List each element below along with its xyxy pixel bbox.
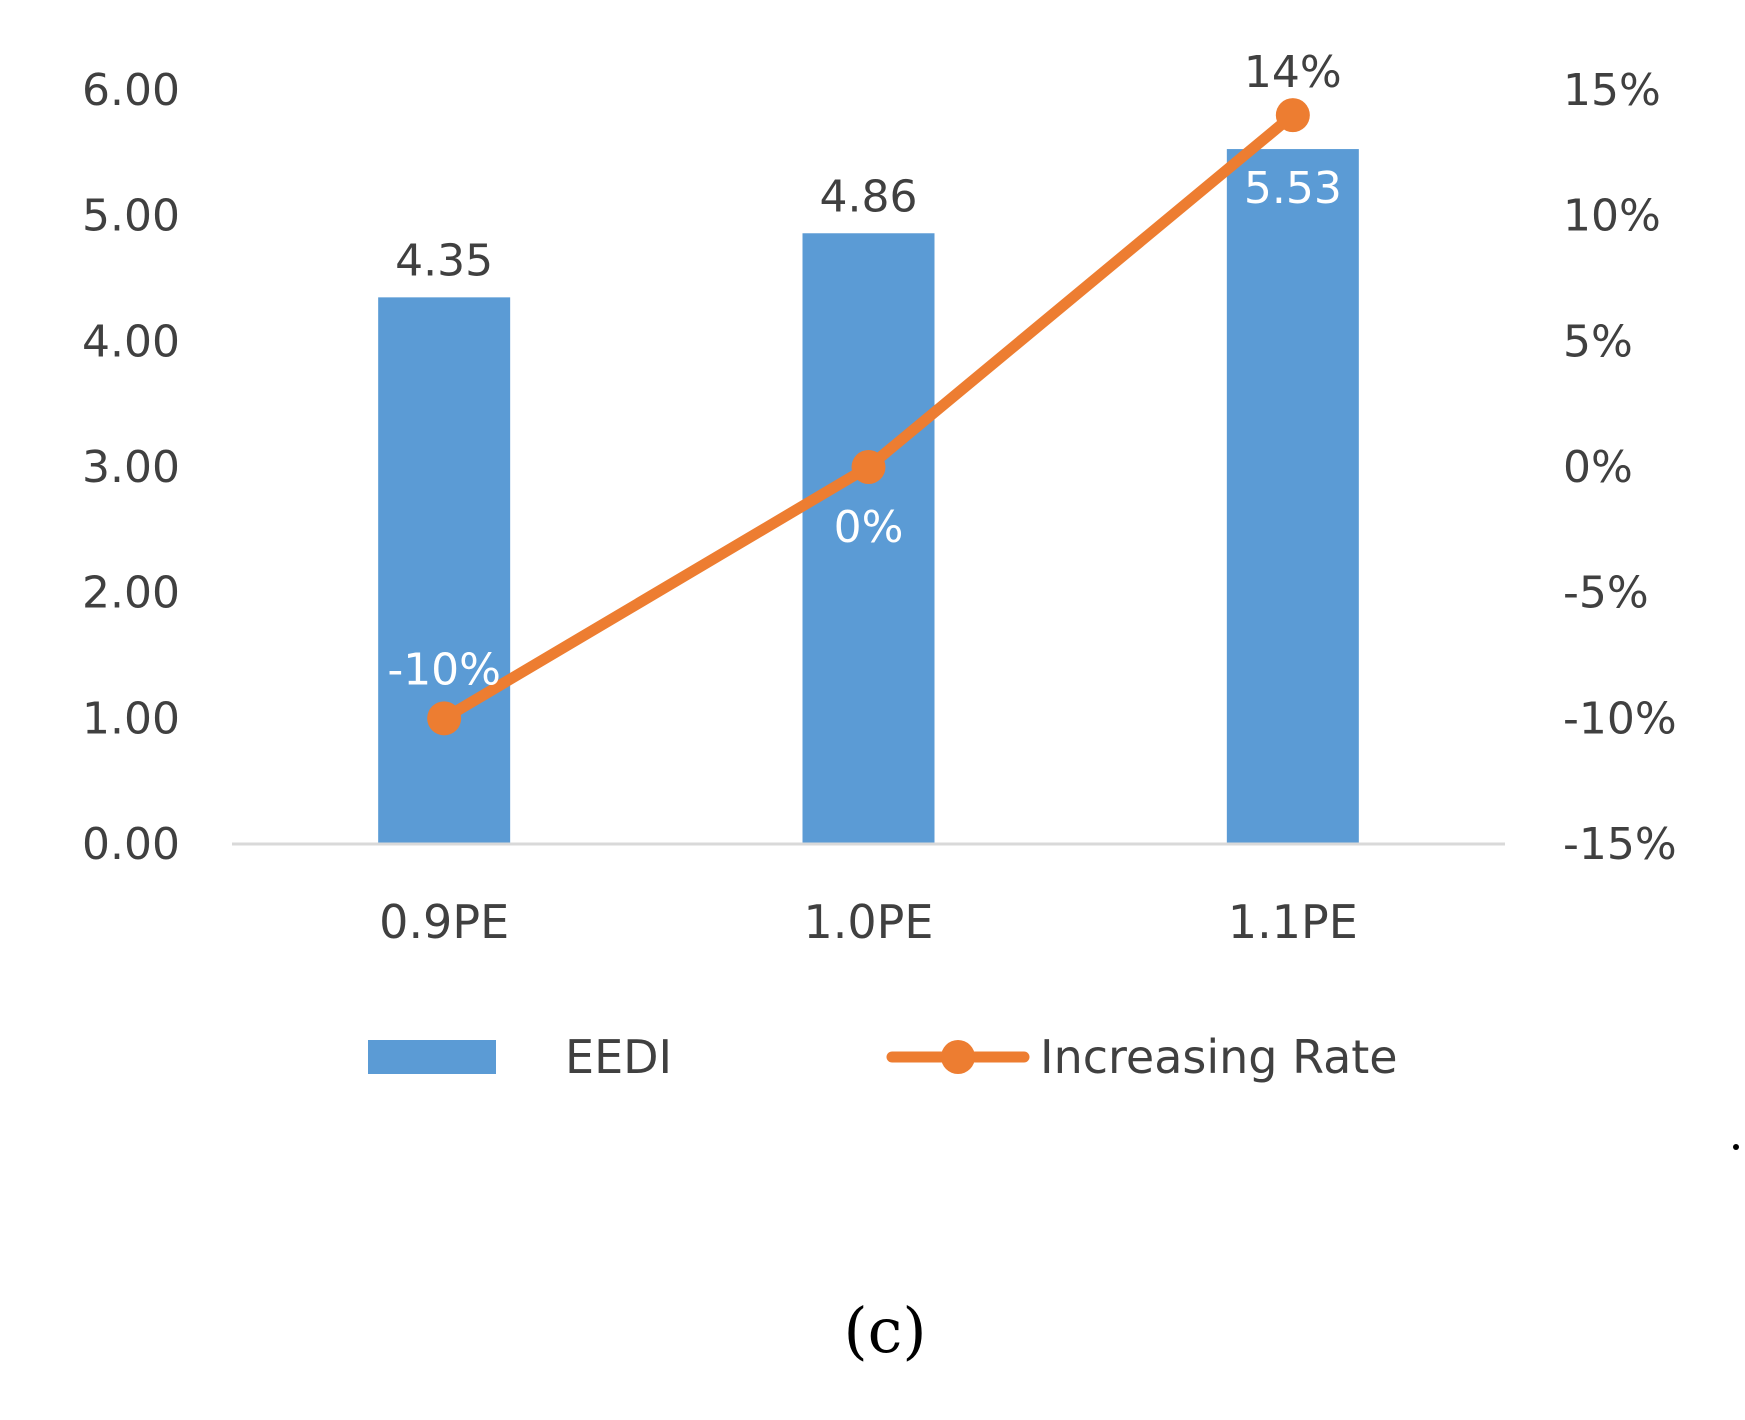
right-y-axis: -15% -10% -5% 0% 5% 10% 15% bbox=[1563, 65, 1677, 870]
rate-value-label: -10% bbox=[387, 644, 501, 695]
category-label: 1.1PE bbox=[1228, 895, 1358, 949]
left-tick-label: 3.00 bbox=[82, 442, 180, 493]
increasing-rate-marker bbox=[427, 701, 462, 736]
figure-caption: (c) bbox=[843, 1294, 926, 1367]
rate-value-label: 0% bbox=[834, 502, 904, 553]
right-tick-label: 10% bbox=[1563, 191, 1661, 242]
left-tick-label: 0.00 bbox=[82, 819, 180, 870]
right-tick-label: -15% bbox=[1563, 819, 1677, 870]
left-tick-label: 5.00 bbox=[82, 191, 180, 242]
legend-label-rate: Increasing Rate bbox=[1040, 1030, 1398, 1084]
legend-swatch-rate-marker bbox=[941, 1040, 975, 1074]
right-tick-label: 15% bbox=[1563, 65, 1661, 116]
category-label: 1.0PE bbox=[804, 895, 934, 949]
right-tick-label: -10% bbox=[1563, 693, 1677, 744]
eedi-value-label: 4.86 bbox=[820, 171, 918, 222]
eedi-bar bbox=[378, 297, 511, 845]
left-y-axis: 0.00 1.00 2.00 3.00 4.00 5.00 6.00 bbox=[82, 65, 180, 870]
legend-label-eedi: EEDI bbox=[565, 1030, 672, 1084]
left-tick-label: 4.00 bbox=[82, 316, 180, 367]
eedi-bar bbox=[802, 233, 935, 844]
eedi-bars bbox=[378, 149, 1359, 845]
data-labels: 4.35 4.86 5.53 -10% 0% 14% bbox=[387, 47, 1341, 695]
eedi-bar bbox=[1226, 149, 1359, 844]
left-tick-label: 2.00 bbox=[82, 568, 180, 619]
category-label: 0.9PE bbox=[379, 895, 509, 949]
right-tick-label: 5% bbox=[1563, 316, 1633, 367]
increasing-rate-series bbox=[427, 98, 1310, 736]
eedi-value-label: 5.53 bbox=[1244, 163, 1342, 214]
left-tick-label: 6.00 bbox=[82, 65, 180, 116]
increasing-rate-marker bbox=[1275, 98, 1310, 133]
eedi-value-label: 4.35 bbox=[395, 235, 493, 286]
left-tick-label: 1.00 bbox=[82, 693, 180, 744]
stray-dot bbox=[1733, 1144, 1739, 1150]
rate-value-label: 14% bbox=[1244, 47, 1342, 98]
right-tick-label: -5% bbox=[1563, 568, 1649, 619]
right-tick-label: 0% bbox=[1563, 442, 1633, 493]
x-axis-categories: 0.9PE 1.0PE 1.1PE bbox=[379, 895, 1358, 949]
legend-swatch-eedi bbox=[368, 1040, 496, 1074]
legend: EEDI Increasing Rate bbox=[368, 1030, 1398, 1084]
increasing-rate-marker bbox=[851, 450, 886, 484]
